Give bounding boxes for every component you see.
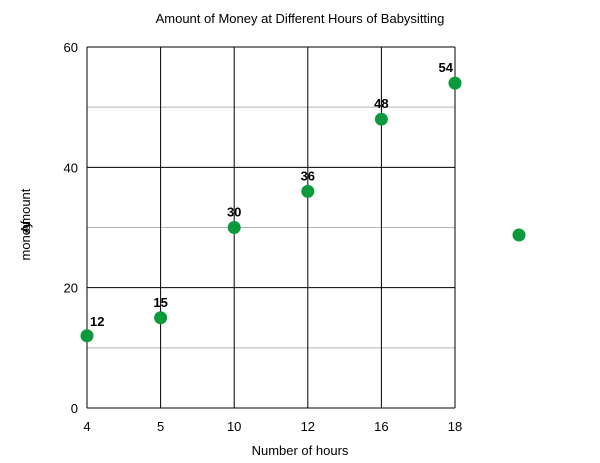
minor-gridlines bbox=[87, 106, 455, 349]
data-point-1 bbox=[154, 311, 168, 325]
data-label-2: 30 bbox=[227, 205, 241, 220]
x-tick-label-5: 18 bbox=[448, 419, 462, 434]
x-tick-label-1: 5 bbox=[157, 419, 164, 434]
y-tick-labels: 0 20 40 60 bbox=[64, 40, 78, 416]
data-point-5 bbox=[448, 76, 462, 90]
y-tick-label-2: 40 bbox=[64, 160, 78, 175]
major-gridlines bbox=[86, 46, 456, 409]
y-axis-label-line-2: money bbox=[18, 221, 33, 261]
data-point-3 bbox=[301, 184, 315, 198]
y-tick-label-0: 0 bbox=[71, 401, 78, 416]
data-point-4 bbox=[374, 112, 388, 126]
data-label-0: 12 bbox=[90, 314, 104, 329]
data-point-0 bbox=[80, 329, 94, 343]
data-labels: 12 15 30 36 48 54 bbox=[90, 60, 454, 329]
x-tick-labels: 4 5 10 12 16 18 bbox=[83, 419, 462, 434]
y-tick-label-3: 60 bbox=[64, 40, 78, 55]
y-tick-label-1: 20 bbox=[64, 281, 78, 296]
data-label-4: 48 bbox=[374, 96, 388, 111]
x-axis-label: Number of hours bbox=[252, 443, 349, 458]
data-label-3: 36 bbox=[301, 168, 315, 183]
y-axis-label-line-0: Amount bbox=[18, 188, 33, 233]
y-axis-label-line-1: of bbox=[18, 220, 33, 231]
chart-title: Amount of Money at Different Hours of Ba… bbox=[156, 11, 445, 26]
x-tick-label-0: 4 bbox=[83, 419, 90, 434]
data-point-2 bbox=[227, 221, 241, 234]
data-label-5: 54 bbox=[439, 60, 454, 75]
x-tick-label-4: 16 bbox=[374, 419, 388, 434]
data-points bbox=[80, 76, 462, 343]
data-label-1: 15 bbox=[153, 295, 167, 310]
legend-marker bbox=[512, 228, 526, 242]
x-tick-label-3: 12 bbox=[301, 419, 315, 434]
x-tick-label-2: 10 bbox=[227, 419, 241, 434]
